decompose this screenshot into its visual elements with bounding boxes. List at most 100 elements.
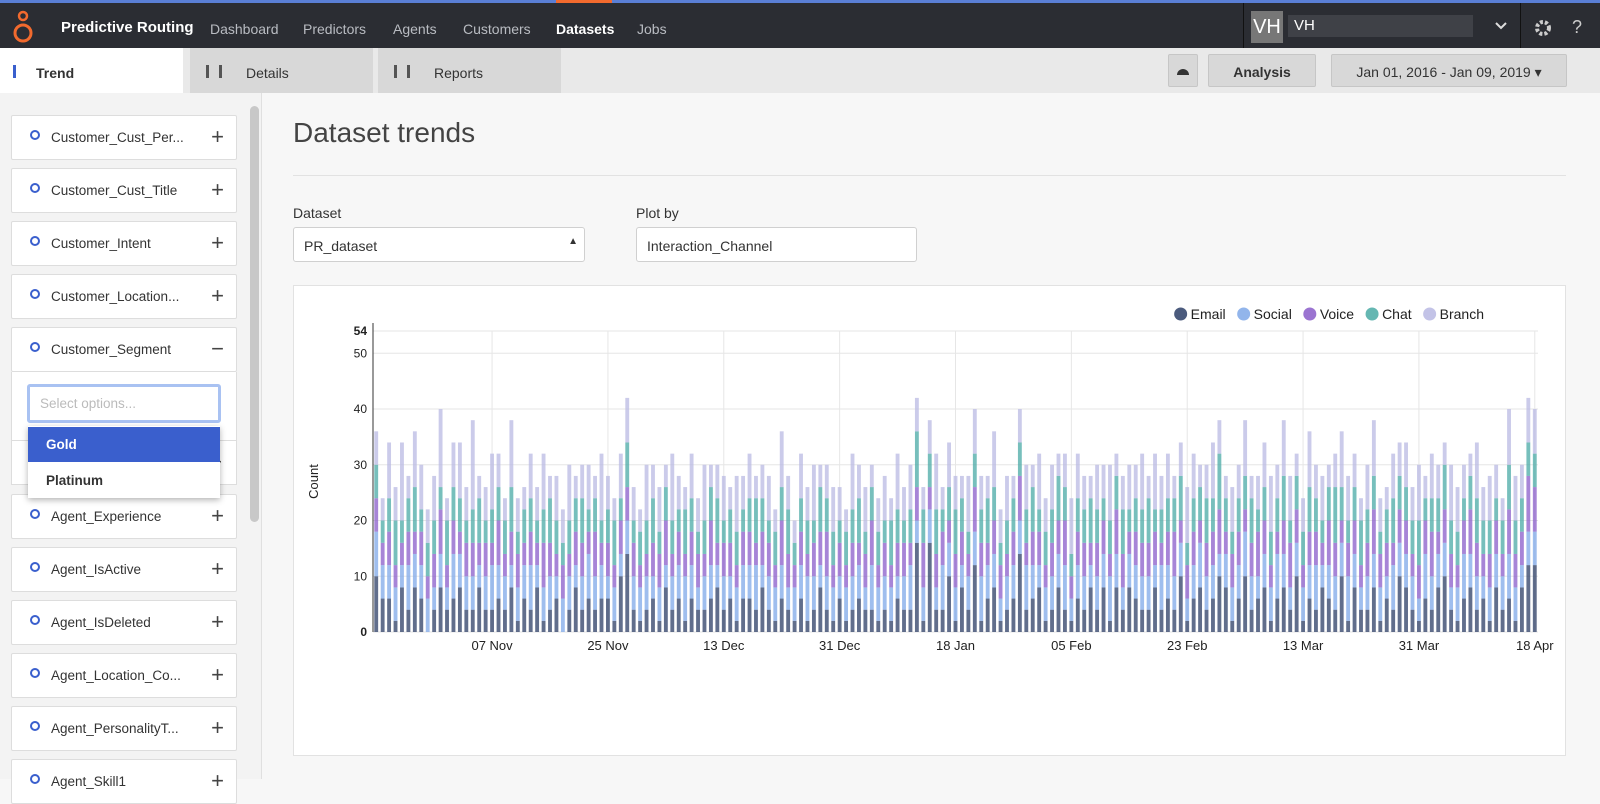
toggle-button[interactable] (1168, 54, 1198, 87)
settings-icon[interactable] (1534, 19, 1552, 37)
tab[interactable]: Details (190, 48, 373, 93)
bar-segment (393, 487, 398, 521)
bar-segment (1455, 487, 1460, 532)
filter-item[interactable]: + Customer_Intent (11, 221, 237, 266)
filter-item[interactable]: − Customer_Segment (11, 327, 237, 372)
plot-by-select[interactable]: Interaction_Channel (636, 227, 917, 262)
analysis-button[interactable]: Analysis (1208, 54, 1316, 87)
bar-segment (593, 531, 597, 577)
filter-item[interactable]: + Agent_IsDeleted (11, 600, 237, 645)
tab[interactable]: Trend (0, 48, 183, 93)
bar-segment (927, 542, 932, 632)
bar-segment (779, 598, 784, 632)
bar-segment (1371, 509, 1376, 554)
bar-segment (921, 509, 926, 543)
bar-segment (657, 620, 662, 632)
bar-segment (1507, 409, 1511, 465)
bar-segment (1436, 498, 1441, 532)
bar-segment (1223, 587, 1228, 632)
bar-segment (560, 542, 565, 566)
bar-segment (1487, 553, 1492, 588)
bar-segment (1397, 542, 1402, 577)
bar-segment (921, 542, 926, 588)
filter-item[interactable]: + Customer_Cust_Per... (11, 115, 237, 160)
bar-segment (1204, 576, 1209, 610)
filter-item[interactable]: + Agent_IsActive (11, 547, 237, 592)
bar-segment (953, 587, 958, 621)
bar-segment (1050, 542, 1054, 577)
filter-item[interactable]: + Agent_PersonalityT... (11, 706, 237, 751)
bar-segment (1378, 553, 1383, 588)
dataset-select[interactable]: PR_dataset ▲ (293, 227, 585, 262)
filter-item[interactable]: + Agent_Experience (11, 494, 237, 539)
bar-segment (792, 587, 797, 621)
bar-segment (857, 498, 861, 543)
bar-segment (934, 587, 939, 610)
bar-segment (380, 598, 385, 632)
bar-segment (741, 475, 746, 510)
bar-segment (1230, 620, 1235, 632)
bar-segment (1088, 565, 1093, 588)
bar-segment (1365, 609, 1370, 632)
bar-segment (1449, 464, 1454, 521)
bar-segment (985, 498, 990, 543)
tab[interactable]: Reports (378, 48, 561, 93)
bar-segment (689, 531, 694, 566)
bar-segment (1462, 553, 1466, 599)
bar-segment (477, 542, 482, 566)
nav-item[interactable]: Agents (393, 21, 437, 37)
filter-item[interactable]: + Agent_Location_Co... (11, 653, 237, 698)
nav-item[interactable]: Jobs (637, 21, 667, 37)
bar-segment (1307, 531, 1312, 566)
nav-item[interactable]: Dashboard (210, 21, 279, 37)
bar-segment (657, 487, 662, 532)
bar-segment (644, 520, 649, 554)
bar-segment (1108, 520, 1112, 554)
bar-segment (1114, 553, 1119, 588)
bar-segment (638, 531, 643, 566)
nav-item[interactable]: Datasets (556, 21, 615, 37)
bar-segment (1333, 609, 1338, 632)
bar-segment (863, 487, 868, 532)
user-name[interactable]: VH (1288, 15, 1473, 37)
bar-segment (799, 498, 803, 532)
filter-item[interactable]: + Agent_Skill1 (11, 759, 237, 804)
bar-segment (1326, 520, 1331, 566)
bar-segment (457, 442, 462, 499)
bar-segment (1095, 464, 1100, 510)
option[interactable]: Gold (28, 427, 220, 462)
bar-segment (947, 442, 951, 488)
bar-segment (940, 565, 945, 610)
option-search[interactable]: Select options... (27, 384, 221, 423)
bar-segment (683, 553, 688, 577)
avatar[interactable]: VH (1251, 11, 1283, 43)
bar-segment (477, 565, 482, 588)
bar-segment (1262, 553, 1267, 588)
nav-item[interactable]: Predictors (303, 21, 367, 37)
nav-item[interactable]: Customers (463, 21, 531, 37)
bar-segment (457, 498, 462, 532)
date-range[interactable]: Jan 01, 2016 - Jan 09, 2019 ▾ (1331, 54, 1567, 87)
filter-item[interactable]: + Customer_Cust_Title (11, 168, 237, 213)
bar-segment (651, 464, 655, 499)
bar-segment (1436, 464, 1441, 499)
bar-segment (1339, 576, 1344, 632)
bar-segment (541, 509, 546, 543)
bar-segment (618, 576, 623, 632)
help-icon[interactable]: ? (1572, 17, 1583, 37)
brand[interactable]: Predictive Routing (61, 19, 194, 36)
bar-segment (805, 620, 810, 632)
bar-segment (670, 553, 675, 577)
bar-segment (786, 609, 791, 632)
filter-item[interactable]: + Customer_Location... (11, 274, 237, 319)
bar-segment (535, 520, 540, 543)
option[interactable]: Platinum (46, 473, 104, 488)
bar-segment (1481, 598, 1486, 632)
dropdown-caret[interactable] (1495, 22, 1507, 30)
bar-segment (1185, 542, 1190, 566)
bar-segment (1159, 609, 1164, 632)
bar-segment (766, 609, 771, 632)
bar-segment (1262, 487, 1267, 521)
bar-segment (1114, 509, 1119, 554)
bar-segment (902, 542, 906, 577)
